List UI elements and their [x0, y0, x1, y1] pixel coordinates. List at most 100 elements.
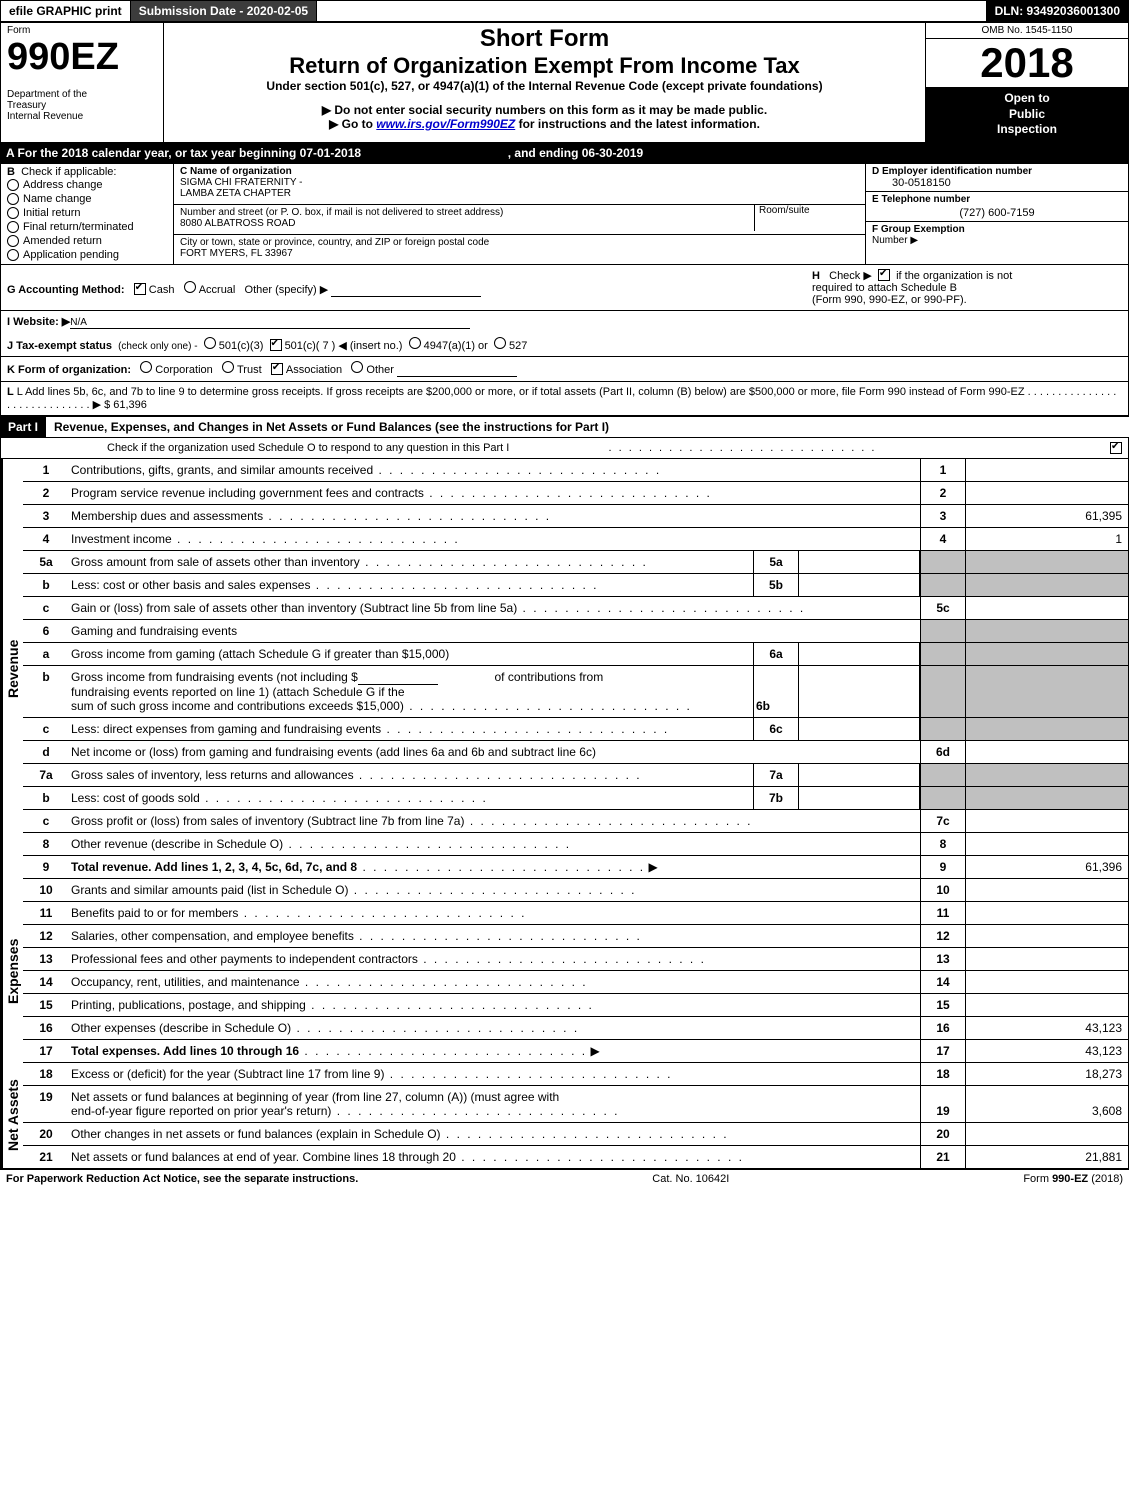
top-bar-spacer [317, 1, 986, 21]
city-cell: City or town, state or province, country… [174, 235, 866, 265]
part1-label: Part I [0, 417, 46, 437]
city-value: FORT MYERS, FL 33967 [180, 248, 859, 259]
k-label: K Form of organization: [7, 364, 131, 376]
j-501c7: 501(c)( 7 ) ◀ (insert no.) [285, 340, 403, 352]
period-start: A For the 2018 calendar year, or tax yea… [6, 146, 361, 160]
line-6a: a Gross income from gaming (attach Sched… [23, 643, 1128, 666]
opt-address-change[interactable]: Address change [7, 178, 167, 192]
f-label: F Group Exemption [872, 224, 965, 235]
circle-icon[interactable] [222, 361, 234, 373]
b-label: B [7, 166, 15, 178]
line-k: K Form of organization: Corporation Trus… [0, 357, 1129, 382]
checkbox-501c-icon[interactable] [270, 339, 282, 351]
line-1: 1 Contributions, gifts, grants, and simi… [23, 459, 1128, 482]
form-label: Form [7, 25, 157, 36]
part1-header-row: Part I Revenue, Expenses, and Changes in… [0, 416, 1129, 438]
line-i: I Website: ▶N/A [0, 311, 1129, 333]
ssn-warning: ▶ Do not enter social security numbers o… [170, 103, 919, 117]
page-footer: For Paperwork Reduction Act Notice, see … [0, 1169, 1129, 1188]
circle-icon [7, 207, 19, 219]
public: Public [930, 107, 1124, 123]
line-5a: 5a Gross amount from sale of assets othe… [23, 551, 1128, 574]
k-corp: Corporation [155, 364, 212, 376]
street-value: 8080 ALBATROSS ROAD [180, 218, 754, 229]
ein-value: 30-0518150 [872, 177, 1122, 189]
opt-final-return[interactable]: Final return/terminated [7, 220, 167, 234]
line-19: 19 Net assets or fund balances at beginn… [23, 1086, 1128, 1123]
opt-amended-return[interactable]: Amended return [7, 234, 167, 248]
e-label: E Telephone number [866, 191, 1128, 205]
line-5c: c Gain or (loss) from sale of assets oth… [23, 597, 1128, 620]
address-cell: Number and street (or P. O. box, if mail… [174, 205, 866, 235]
dept-line2: Treasury [7, 100, 157, 111]
circle-icon[interactable] [494, 337, 506, 349]
revenue-section: Revenue 1 Contributions, gifts, grants, … [0, 459, 1129, 879]
part1-check-row: Check if the organization used Schedule … [0, 438, 1129, 459]
phone-value: (727) 600-7159 [872, 207, 1122, 219]
opt-initial-return[interactable]: Initial return [7, 206, 167, 220]
net-assets-section: Net Assets 18 Excess or (deficit) for th… [0, 1063, 1129, 1169]
side-label-expenses: Expenses [1, 879, 23, 1063]
return-title: Return of Organization Exempt From Incom… [170, 53, 919, 79]
omb-cell: OMB No. 1545-1150 [926, 23, 1129, 39]
addr-label: Number and street (or P. O. box, if mail… [180, 207, 754, 218]
goto-link[interactable]: www.irs.gov/Form990EZ [376, 117, 515, 131]
j-4947: 4947(a)(1) or [424, 340, 488, 352]
h-label: H [812, 270, 820, 282]
circle-icon[interactable] [140, 361, 152, 373]
line-15: 15 Printing, publications, postage, and … [23, 994, 1128, 1017]
goto-prefix: ▶ Go to [329, 117, 376, 131]
dept-line3: Internal Revenue [7, 111, 157, 122]
opt-application-pending[interactable]: Application pending [7, 248, 167, 262]
city-label: City or town, state or province, country… [180, 237, 859, 248]
short-form-title: Short Form [170, 25, 919, 53]
j-small: (check only one) - [118, 341, 197, 352]
h-text1: Check ▶ [829, 270, 872, 282]
line-18: 18 Excess or (deficit) for the year (Sub… [23, 1063, 1128, 1086]
k-assoc: Association [286, 364, 342, 376]
circle-icon[interactable] [204, 337, 216, 349]
omb-number: OMB No. 1545-1150 [932, 25, 1122, 36]
checkbox-cash-icon[interactable] [134, 283, 146, 295]
checkbox-schedule-o-icon[interactable] [1110, 442, 1122, 454]
tax-period-bar: A For the 2018 calendar year, or tax yea… [0, 143, 1129, 163]
opt-name-change[interactable]: Name change [7, 192, 167, 206]
j-527: 527 [509, 340, 527, 352]
checkbox-assoc-icon[interactable] [271, 363, 283, 375]
k-other: Other [366, 364, 394, 376]
line-14: 14 Occupancy, rent, utilities, and maint… [23, 971, 1128, 994]
circle-icon[interactable] [351, 361, 363, 373]
line-j: J Tax-exempt status (check only one) - 5… [0, 333, 1129, 357]
tax-year: 2018 [926, 39, 1128, 87]
line-6b: b Gross income from fundraising events (… [23, 666, 1128, 718]
expenses-section: Expenses 10 Grants and similar amounts p… [0, 879, 1129, 1063]
part1-check-text: Check if the organization used Schedule … [107, 442, 609, 454]
inspection-box: Open to Public Inspection [926, 87, 1128, 142]
circle-icon[interactable] [184, 281, 196, 293]
part1-title: Revenue, Expenses, and Changes in Net As… [46, 417, 1129, 437]
line-5b: b Less: cost or other basis and sales ex… [23, 574, 1128, 597]
i-label: I Website: ▶ [7, 316, 70, 328]
checkbox-schedule-b-icon[interactable] [878, 269, 890, 281]
line-20: 20 Other changes in net assets or fund b… [23, 1123, 1128, 1146]
efile-print-label[interactable]: efile GRAPHIC print [1, 1, 131, 21]
c-label: C Name of organization [180, 166, 859, 177]
room-label: Room/suite [754, 205, 859, 231]
g-cash: Cash [149, 284, 175, 296]
line-6c: c Less: direct expenses from gaming and … [23, 718, 1128, 741]
line-g-h: G Accounting Method: Cash Accrual Other … [0, 265, 1129, 311]
form-id-cell: Form 990EZ Department of the Treasury In… [1, 23, 164, 143]
line-12: 12 Salaries, other compensation, and emp… [23, 925, 1128, 948]
j-501c3: 501(c)(3) [219, 340, 264, 352]
line-6: 6 Gaming and fundraising events [23, 620, 1128, 643]
j-label: J Tax-exempt status [7, 340, 112, 352]
website-value: N/A [70, 317, 470, 329]
side-label-net-assets: Net Assets [1, 1063, 23, 1168]
year-inspect-cell: 2018 Open to Public Inspection [926, 39, 1129, 143]
line-l: L L Add lines 5b, 6c, and 7b to line 9 t… [0, 382, 1129, 416]
h-text2: if the organization is not [896, 270, 1012, 282]
line-11: 11 Benefits paid to or for members 11 [23, 902, 1128, 925]
form-number: 990EZ [7, 36, 157, 79]
form-header: Form 990EZ Department of the Treasury In… [0, 22, 1129, 143]
circle-icon[interactable] [409, 337, 421, 349]
